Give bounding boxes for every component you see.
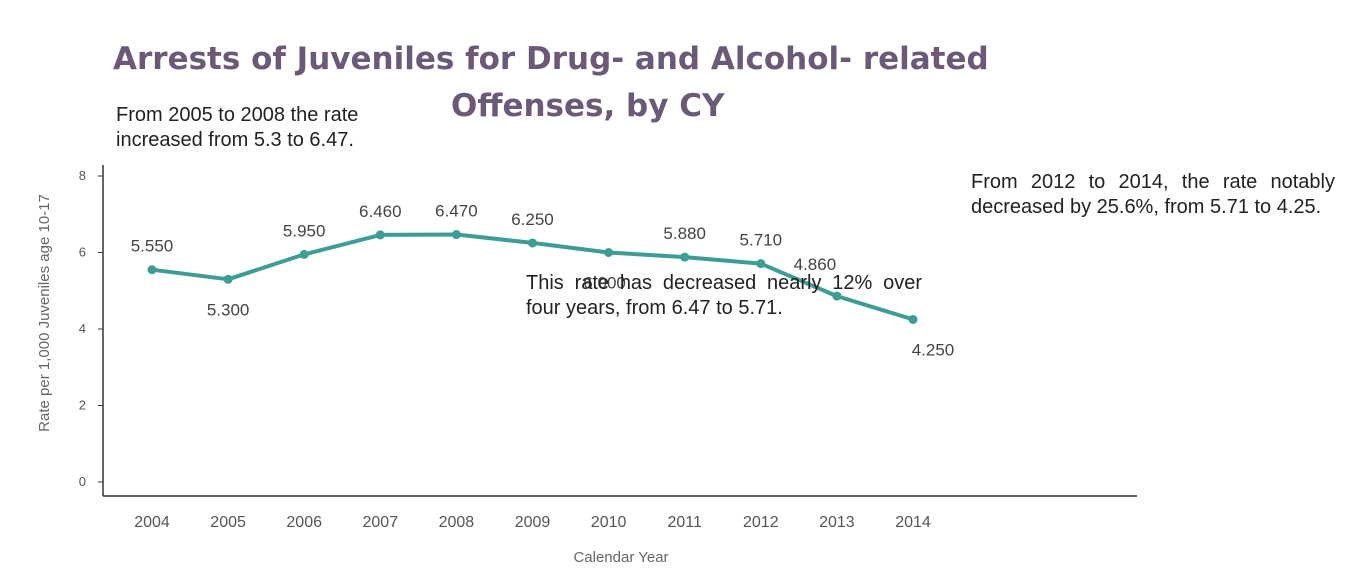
x-tick-label: 2009 <box>515 514 551 531</box>
annotation-increase: From 2005 to 2008 the rate increased fro… <box>116 103 358 153</box>
x-tick-label: 2010 <box>591 514 627 531</box>
data-point <box>299 249 309 259</box>
x-tick-label: 2004 <box>134 514 170 531</box>
data-point <box>223 274 233 284</box>
series-points <box>147 230 918 324</box>
x-tick-label: 2014 <box>895 514 931 531</box>
x-tick-label: 2005 <box>210 514 246 531</box>
data-label: 6.000 <box>583 274 626 293</box>
y-tick-label: 4 <box>79 321 86 336</box>
data-point <box>832 291 842 301</box>
x-tick-label: 2006 <box>286 514 322 531</box>
chart-title-line2: Offenses, by CY <box>451 88 725 124</box>
data-point <box>756 259 766 269</box>
annotation-notable-decrease: From 2012 to 2014, the rate notably decr… <box>971 171 1335 218</box>
data-label: 5.880 <box>663 224 706 243</box>
data-label: 6.460 <box>359 202 402 221</box>
y-axis-label: Rate per 1,000 Juveniles age 10-17 <box>36 194 53 432</box>
data-labels: 5.550 5.300 5.950 6.460 6.470 6.250 6.000 5.880… <box>131 202 955 360</box>
x-axis-ticks: 2004 2005 2006 2007 2008 2009 2010 2011 2012 2013… <box>134 514 931 531</box>
data-label: 6.250 <box>511 210 554 229</box>
y-tick-label: 8 <box>79 168 86 183</box>
data-point <box>908 314 918 324</box>
data-point <box>375 230 385 240</box>
y-tick-label: 6 <box>79 245 86 260</box>
data-label: 5.950 <box>283 221 326 240</box>
y-tick-label: 0 <box>79 474 86 489</box>
data-label: 5.300 <box>207 300 250 319</box>
x-tick-label: 2012 <box>743 514 779 531</box>
data-label: 6.470 <box>435 202 478 221</box>
data-label: 5.710 <box>740 231 783 250</box>
data-point <box>680 252 690 262</box>
data-point <box>604 248 614 257</box>
data-point <box>451 230 461 240</box>
data-point <box>147 265 157 275</box>
annotation-increase-line2: increased from 5.3 to 6.47. <box>116 129 354 151</box>
data-label: 5.550 <box>131 237 174 256</box>
y-axis-ticks: 0 2 4 6 8 <box>79 168 103 489</box>
chart-title-line1: Arrests of Juveniles for Drug- and Alcoh… <box>113 41 989 77</box>
data-label: 4.250 <box>912 340 955 359</box>
data-label: 4.860 <box>794 255 837 274</box>
annotation-increase-line1: From 2005 to 2008 the rate <box>116 104 359 126</box>
x-tick-label: 2007 <box>363 514 399 531</box>
annotation-four-year-decrease: This rate has decreased nearly 12% over … <box>526 272 922 319</box>
x-axis-label: Calendar Year <box>573 549 668 566</box>
x-tick-label: 2008 <box>439 514 475 531</box>
data-point <box>528 238 537 248</box>
y-tick-label: 2 <box>79 398 86 413</box>
x-tick-label: 2013 <box>819 514 855 531</box>
x-tick-label: 2011 <box>667 514 702 531</box>
